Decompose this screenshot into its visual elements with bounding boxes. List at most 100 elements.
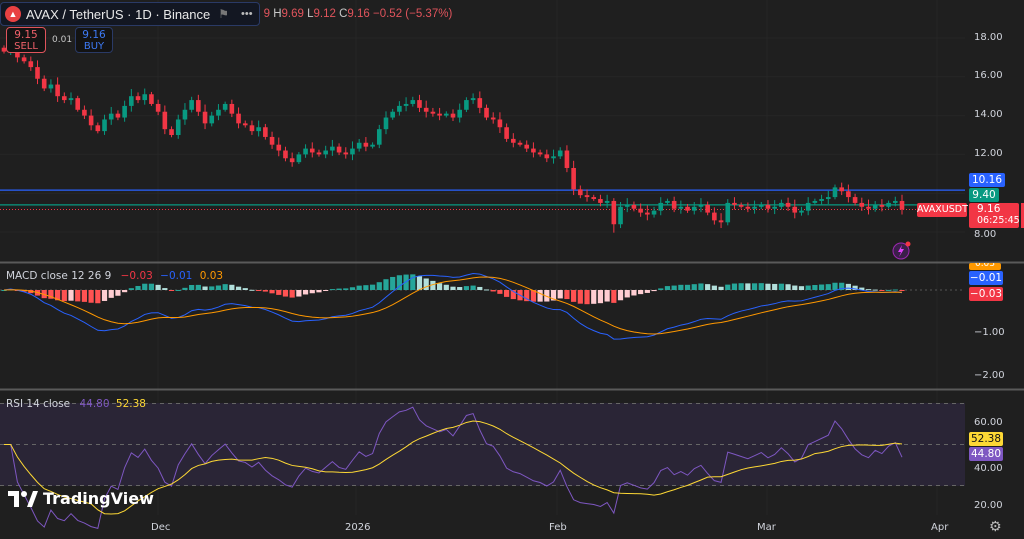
macd-line — [3, 272, 903, 340]
macd-histogram-bar — [376, 282, 382, 290]
macd-histogram-bar — [215, 285, 222, 290]
macd-histogram-bar — [584, 290, 590, 305]
candle-body — [437, 113, 442, 116]
candle-body — [229, 103, 235, 114]
candle-body — [758, 204, 764, 207]
macd-histogram-bar — [899, 290, 905, 291]
candle-body — [839, 187, 844, 192]
candle-body — [752, 206, 757, 209]
macd-histogram-bar — [818, 284, 825, 290]
candle-body — [598, 199, 603, 203]
macd-histogram-bar — [142, 283, 148, 290]
candle-body — [705, 204, 710, 213]
macd-histogram-bar — [524, 290, 530, 302]
macd-histogram-bar — [115, 290, 121, 296]
candle-body — [397, 105, 402, 112]
candle-body — [812, 200, 818, 203]
candle-body — [135, 96, 141, 101]
tradingview-logo[interactable]: TradingView — [8, 489, 154, 508]
settings-gear-icon[interactable]: ⚙ — [989, 519, 1002, 535]
candle-body — [316, 152, 322, 155]
rsi-pane — [0, 403, 965, 530]
macd-histogram-bar — [617, 290, 624, 301]
candle-body — [129, 96, 134, 106]
candle-body — [283, 150, 288, 159]
more-options-icon[interactable]: ••• — [241, 8, 253, 20]
candle-body — [350, 148, 355, 155]
rsi-tick: 20.00 — [974, 500, 1003, 511]
macd-histogram-bar — [705, 284, 711, 290]
flag-icon[interactable]: ⚑ — [218, 7, 230, 21]
candle-body — [658, 202, 664, 211]
macd-histogram-bar — [604, 290, 610, 302]
macd-histogram-bar — [282, 290, 289, 297]
macd-histogram-bar — [731, 283, 738, 290]
candle-body — [216, 109, 221, 116]
macd-histogram-bar — [309, 290, 315, 294]
macd-histogram-bar — [892, 289, 898, 291]
macd-histogram-bar — [483, 289, 490, 291]
macd-histogram-bar — [202, 286, 208, 290]
candle-body — [886, 202, 891, 207]
candle-body — [242, 123, 248, 126]
macd-histogram-bar — [745, 283, 751, 290]
candle-body — [169, 129, 174, 135]
macd-histogram-bar — [738, 283, 744, 290]
macd-histogram-bar — [1, 290, 7, 291]
macd-histogram-bar — [256, 290, 262, 291]
ohlc-values: 9 H9.69 L9.12 C9.16 −0.52 (−5.37%) — [263, 8, 453, 20]
candle-body — [162, 111, 168, 130]
macd-histogram-bar — [289, 290, 295, 298]
rsi-ma-line — [4, 420, 903, 515]
candle-body — [718, 220, 724, 223]
lightning-alert-icon[interactable] — [892, 241, 911, 260]
macd-histogram-bar — [631, 290, 637, 296]
macd-histogram-bar — [510, 290, 516, 300]
macd-histogram-bar — [725, 284, 731, 290]
symbol-tag: AVAXUSDT — [917, 203, 968, 217]
symbol-header[interactable]: ▲ AVAX / TetherUS · 1D · Binance ⚑ ••• — [0, 2, 260, 26]
macd-histogram-bar — [235, 286, 242, 290]
candle-body — [443, 113, 449, 116]
candle-body — [631, 204, 637, 209]
price-tick: 8.00 — [974, 229, 997, 240]
candle-body — [115, 113, 121, 118]
macd-histogram-bar — [691, 284, 697, 290]
candle-body — [604, 200, 610, 203]
level-tag-green: 9.40 — [969, 188, 999, 202]
macd-histogram-bar — [457, 287, 463, 290]
macd-histogram-bar — [336, 288, 342, 290]
macd-histogram-bar — [416, 276, 423, 290]
candle-body — [745, 206, 751, 209]
macd-histogram-bar — [684, 284, 691, 290]
candle-body — [866, 206, 871, 209]
candle-body — [738, 204, 744, 207]
rsi-legend[interactable]: RSI 14 close 44.80 52.38 — [6, 398, 146, 410]
macd-histogram-bar — [262, 290, 268, 292]
candle-body — [303, 148, 308, 155]
tradingview-logo-icon — [8, 490, 38, 507]
candle-body — [155, 103, 161, 112]
candle-body — [618, 206, 623, 225]
macd-histogram-bar — [21, 290, 27, 292]
macd-histogram-bar — [577, 290, 583, 304]
buy-button[interactable]: 9.16 BUY — [75, 27, 113, 53]
rsi-tick: 60.00 — [974, 417, 1003, 428]
macd-histogram-bar — [302, 290, 309, 295]
macd-histogram-bar — [396, 275, 402, 290]
avax-logo-icon: ▲ — [5, 6, 21, 22]
candle-body — [370, 144, 375, 147]
candle-body — [202, 111, 208, 124]
macd-histogram-bar — [711, 285, 717, 290]
macd-histogram-bar — [678, 284, 684, 290]
candle-body — [222, 103, 228, 110]
macd-legend[interactable]: MACD close 12 26 9 −0.03 −0.01 0.03 — [6, 270, 224, 282]
candle-body — [68, 98, 74, 101]
candle-body — [236, 113, 241, 124]
sell-button[interactable]: 9.15 SELL — [6, 27, 46, 53]
spread-value: 0.01 — [52, 35, 73, 45]
candle-body — [309, 148, 315, 153]
macd-histogram-bar — [504, 290, 510, 297]
macd-histogram-bar — [122, 290, 128, 293]
